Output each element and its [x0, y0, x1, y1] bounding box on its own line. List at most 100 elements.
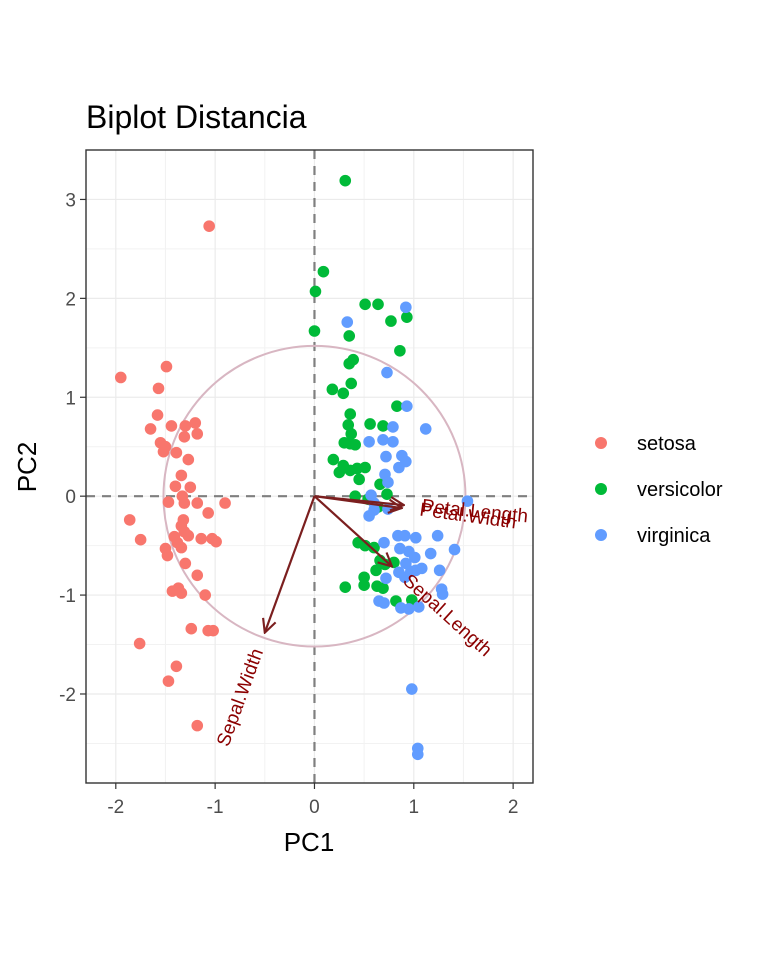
- point-setosa: [210, 535, 222, 548]
- point-versicolor: [371, 580, 383, 592]
- legend-label-versicolor: versicolor: [637, 479, 723, 501]
- point-setosa: [170, 446, 183, 459]
- point-virginica: [409, 531, 422, 544]
- point-setosa: [151, 409, 164, 421]
- point-setosa: [175, 541, 188, 554]
- point-setosa: [170, 660, 183, 673]
- point-virginica: [377, 433, 389, 446]
- legend-label-virginica: virginica: [637, 525, 711, 547]
- point-setosa: [207, 624, 219, 637]
- zero-guides: [86, 150, 533, 783]
- legend-key-setosa: [595, 437, 607, 449]
- point-setosa: [175, 587, 188, 599]
- point-versicolor: [326, 383, 339, 396]
- point-virginica: [408, 551, 421, 564]
- point-versicolor: [337, 387, 350, 400]
- y-tick-label: 2: [65, 289, 76, 310]
- point-setosa: [123, 514, 136, 526]
- point-versicolor: [359, 298, 371, 311]
- point-virginica: [411, 748, 424, 761]
- point-versicolor: [308, 325, 321, 337]
- point-virginica: [399, 571, 411, 584]
- chart-title: Biplot Distancia: [86, 99, 307, 135]
- point-setosa: [114, 371, 127, 384]
- point-setosa: [179, 420, 192, 432]
- plot-border: [85, 149, 534, 784]
- point-setosa: [199, 589, 211, 601]
- x-tick-label: -2: [107, 797, 124, 818]
- point-versicolor: [349, 438, 361, 451]
- x-tick-label: 2: [508, 797, 519, 818]
- point-setosa: [134, 533, 147, 546]
- loading-arrow-sepal-length: [313, 495, 391, 566]
- point-virginica: [406, 683, 418, 695]
- point-virginica: [461, 495, 474, 507]
- point-setosa: [191, 719, 204, 732]
- legend-label-setosa: setosa: [637, 433, 697, 455]
- point-setosa: [169, 480, 182, 493]
- point-versicolor: [381, 488, 393, 500]
- point-setosa: [203, 220, 215, 232]
- point-virginica: [401, 400, 413, 412]
- y-tick-label: 1: [65, 388, 76, 409]
- point-versicolor: [359, 539, 371, 552]
- point-virginica: [433, 564, 446, 577]
- point-versicolor: [359, 461, 371, 474]
- y-axis-title: PC2: [12, 442, 42, 493]
- point-setosa: [178, 431, 191, 443]
- point-setosa: [189, 417, 202, 429]
- point-versicolor: [327, 453, 340, 466]
- point-virginica: [394, 542, 406, 555]
- point-virginica: [412, 601, 425, 613]
- point-virginica: [387, 435, 399, 448]
- point-virginica: [363, 435, 375, 448]
- point-virginica: [380, 572, 392, 585]
- point-setosa: [191, 569, 204, 582]
- point-setosa: [166, 585, 179, 597]
- point-versicolor: [391, 400, 403, 412]
- point-virginica: [403, 603, 415, 615]
- point-virginica: [341, 316, 354, 328]
- point-versicolor: [345, 428, 358, 440]
- legend-key-versicolor: [595, 483, 607, 495]
- x-tick-label: 1: [409, 797, 420, 818]
- point-setosa: [133, 637, 146, 650]
- x-tick-label: 0: [309, 797, 320, 818]
- point-versicolor: [343, 357, 356, 370]
- point-versicolor: [377, 420, 389, 432]
- point-versicolor: [372, 298, 384, 311]
- point-virginica: [378, 597, 390, 609]
- point-versicolor: [339, 581, 352, 593]
- point-virginica: [424, 547, 437, 560]
- point-versicolor: [368, 541, 380, 554]
- loading-arrow-sepal-width: [265, 495, 316, 632]
- point-versicolor: [364, 418, 376, 430]
- point-versicolor: [353, 473, 365, 486]
- point-virginica: [415, 562, 428, 575]
- point-setosa: [195, 532, 208, 545]
- point-virginica: [378, 536, 390, 549]
- point-setosa: [152, 382, 165, 395]
- point-setosa: [157, 445, 170, 458]
- point-virginica: [419, 423, 432, 435]
- grid-major: [86, 150, 533, 783]
- point-versicolor: [394, 344, 406, 357]
- point-setosa: [162, 496, 175, 508]
- x-axis-title: PC1: [284, 827, 335, 857]
- y-tick-label: 3: [65, 190, 76, 211]
- x-tick-label: -1: [207, 797, 224, 818]
- point-setosa: [179, 557, 192, 570]
- point-setosa: [144, 423, 157, 435]
- point-virginica: [381, 366, 393, 379]
- point-versicolor: [345, 377, 358, 390]
- point-versicolor: [339, 174, 352, 187]
- point-setosa: [161, 549, 174, 562]
- point-setosa: [185, 622, 198, 635]
- point-setosa: [202, 507, 214, 519]
- point-versicolor: [385, 315, 397, 327]
- point-setosa: [160, 360, 173, 373]
- point-setosa: [175, 469, 188, 482]
- loading-arrow-petal-width: [314, 495, 401, 508]
- point-versicolor: [344, 408, 357, 420]
